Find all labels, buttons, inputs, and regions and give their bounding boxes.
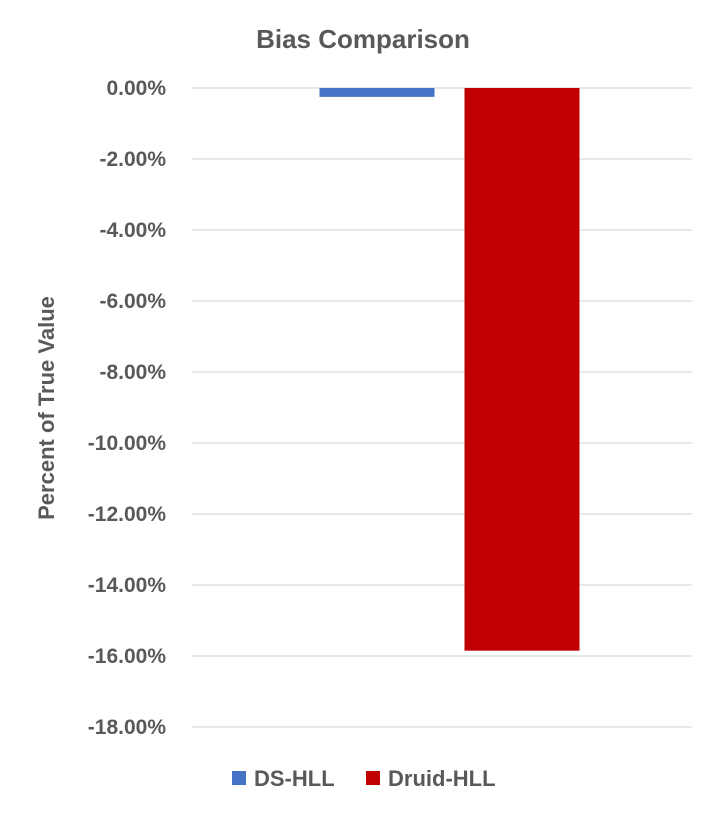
y-tick-label: -2.00%: [99, 148, 166, 171]
y-tick-label: 0.00%: [106, 77, 166, 100]
y-tick-label: -4.00%: [99, 219, 166, 242]
legend-label-ds-hll: DS-HLL: [254, 766, 335, 791]
legend-label-druid-hll: Druid-HLL: [388, 766, 496, 791]
chart-title: Bias Comparison: [256, 24, 470, 54]
y-tick-label: -12.00%: [88, 503, 167, 526]
gridlines: [192, 87, 692, 728]
legend-swatch-druid-hll: [366, 771, 380, 785]
bar-ds-hll: [319, 88, 435, 97]
legend: DS-HLL Druid-HLL: [232, 766, 496, 791]
legend-swatch-ds-hll: [232, 771, 246, 785]
bar-druid-hll: [464, 88, 580, 651]
y-axis-ticks: 0.00% -2.00% -4.00% -6.00% -8.00% -10.00% -12.…: [88, 77, 167, 739]
y-tick-label: -8.00%: [99, 361, 166, 384]
y-tick-label: -6.00%: [99, 290, 166, 313]
y-tick-label: -10.00%: [88, 432, 167, 455]
y-tick-label: -18.00%: [88, 716, 167, 739]
y-axis-label: Percent of True Value: [34, 296, 59, 520]
y-tick-label: -14.00%: [88, 574, 167, 597]
bars: [319, 88, 580, 651]
y-tick-label: -16.00%: [88, 645, 167, 668]
